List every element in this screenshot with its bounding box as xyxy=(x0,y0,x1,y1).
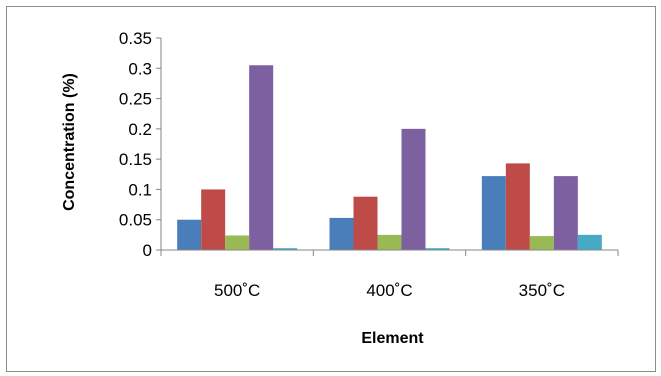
bar xyxy=(249,65,274,250)
y-axis-title: Concentration (%) xyxy=(61,73,78,211)
y-tick-label: 0.35 xyxy=(119,29,152,48)
bar xyxy=(577,234,602,250)
bar xyxy=(425,248,450,250)
bar xyxy=(505,163,530,250)
bar xyxy=(553,176,578,250)
y-tick-label: 0.2 xyxy=(128,120,152,139)
bar xyxy=(353,196,378,250)
bar xyxy=(225,235,250,250)
y-ticks: 0 0.05 0.1 0.15 0.2 0.25 0.3 0.35 xyxy=(119,29,161,260)
bar xyxy=(481,176,506,250)
x-tick-label: 400˚C xyxy=(366,281,412,300)
bar xyxy=(377,234,402,250)
bar xyxy=(201,189,226,250)
bar xyxy=(273,248,298,250)
y-tick-label: 0.25 xyxy=(119,90,152,109)
x-ticks: 500˚C 400˚C 350˚C xyxy=(160,250,619,300)
y-tick-label: 0 xyxy=(143,241,152,260)
x-tick-label: 500˚C xyxy=(214,281,260,300)
bar xyxy=(529,236,554,250)
x-tick-label: 350˚C xyxy=(519,281,565,300)
x-axis-title: Element xyxy=(361,330,424,347)
y-tick-label: 0.15 xyxy=(119,150,152,169)
bar xyxy=(329,217,354,250)
chart-frame xyxy=(6,6,656,372)
bar xyxy=(177,219,202,250)
y-tick-label: 0.3 xyxy=(128,59,152,78)
bar xyxy=(401,128,426,250)
bars xyxy=(177,65,602,250)
y-tick-label: 0.05 xyxy=(119,211,152,230)
y-tick-label: 0.1 xyxy=(128,180,152,199)
